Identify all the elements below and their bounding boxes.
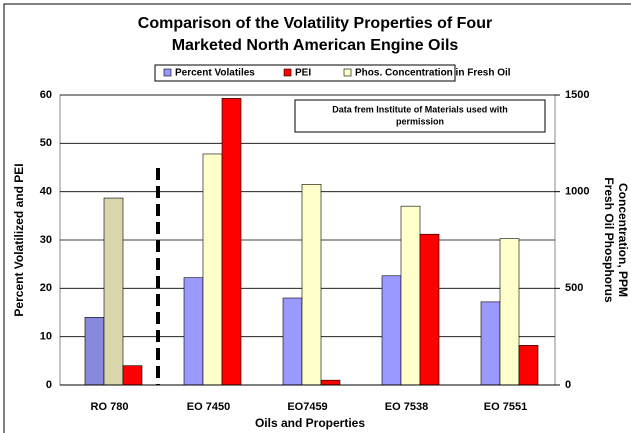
bar	[84, 317, 105, 386]
legend-label: Phos. Concentration in Fresh Oil	[355, 68, 511, 79]
x-tick-label: EO 7551	[484, 401, 527, 413]
legend-swatch	[283, 68, 292, 77]
x-tick-label: EO7459	[287, 401, 327, 413]
bar	[183, 277, 204, 386]
y-tick-label: 10	[40, 331, 52, 343]
chart-title: Comparison of the Volatility Properties …	[138, 15, 492, 32]
y-tick-label: 30	[40, 234, 52, 246]
bar	[518, 345, 539, 386]
y2-tick-label: 1500	[565, 89, 589, 101]
bar	[301, 184, 322, 386]
annotation: permission	[396, 116, 444, 126]
bar	[103, 197, 124, 386]
y2-axis-label: Concentration, PPM	[616, 183, 630, 297]
x-tick-label: EO 7450	[187, 401, 230, 413]
x-tick-label: EO 7538	[385, 401, 428, 413]
legend-box	[154, 64, 456, 82]
y2-axis-label: Fresh Oil Phosphorus	[602, 177, 616, 303]
y2-tick-label: 1000	[565, 186, 589, 198]
bar	[381, 275, 402, 386]
y-tick-label: 60	[40, 89, 52, 101]
y2-tick-label: 0	[565, 379, 571, 391]
bar	[122, 365, 143, 386]
y-tick-label: 0	[46, 379, 52, 391]
legend-label: Percent Volatiles	[175, 68, 255, 79]
bar	[480, 301, 501, 386]
bar	[400, 205, 421, 386]
bar	[320, 379, 341, 386]
legend-label: PEI	[295, 68, 311, 79]
bar	[499, 238, 520, 386]
legend-swatch	[343, 68, 352, 77]
bar	[202, 153, 223, 386]
x-axis-label: Oils and Properties	[255, 416, 365, 430]
annotation: Data frem Institute of Materials used wi…	[332, 104, 508, 114]
chart-title: Marketed North American Engine Oils	[172, 37, 459, 54]
y-tick-label: 50	[40, 137, 52, 149]
bar	[282, 297, 303, 386]
legend-swatch	[163, 68, 172, 77]
y-axis-label: Percent Volatilized and PEI	[12, 163, 26, 316]
y2-tick-label: 500	[565, 282, 583, 294]
bar	[221, 98, 242, 386]
y-tick-label: 40	[40, 186, 52, 198]
y-tick-label: 20	[40, 282, 52, 294]
x-tick-label: RO 780	[91, 401, 129, 413]
bar	[419, 233, 440, 386]
annotation-box	[294, 99, 546, 133]
